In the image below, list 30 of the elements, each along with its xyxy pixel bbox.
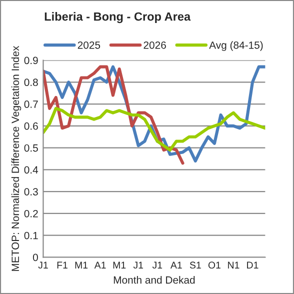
y-tick-label: 0.1 [24,232,38,240]
x-tick-label: J1 [133,262,144,269]
y-tick-label: 0.2 [24,210,38,218]
x-tick-label: F1 [57,262,68,268]
x-tick-label: N1 [228,262,240,268]
x-tick-label: D1 [247,262,258,268]
line-series [43,65,184,165]
y-tick-label: 0 [32,254,38,262]
x-tick-label: J1 [38,262,48,269]
x-tick-label: J1 [152,262,162,269]
x-tick-label: M1 [113,262,126,268]
x-tick-label: S1 [190,262,201,269]
y-tick-label: 0.5 [24,144,38,152]
x-tick-label: A1 [170,262,182,268]
y-tick-label: 0.8 [24,78,38,86]
chart-title: Liberia - Bong - Crop Area [44,12,191,24]
x-axis-title: Month and Dekad [114,276,195,284]
x-tick-label: O1 [208,262,220,269]
x-tick-label: M1 [75,262,88,268]
y-tick-label: 0.4 [24,166,38,174]
legend-label: 2026 [144,41,166,49]
x-tick-label: A1 [94,262,106,268]
line-series [43,106,266,152]
y-tick-label: 0.3 [24,188,38,196]
legend-label: Avg (84-15) [209,41,263,51]
y-tick-label: 0.6 [24,122,38,130]
y-tick-label: 0.9 [24,56,38,64]
legend-label: 2025 [78,41,100,49]
y-axis-title: METOP: Normalized Difference Vegetation Index [11,46,22,271]
y-tick-label: 0.7 [24,100,38,108]
